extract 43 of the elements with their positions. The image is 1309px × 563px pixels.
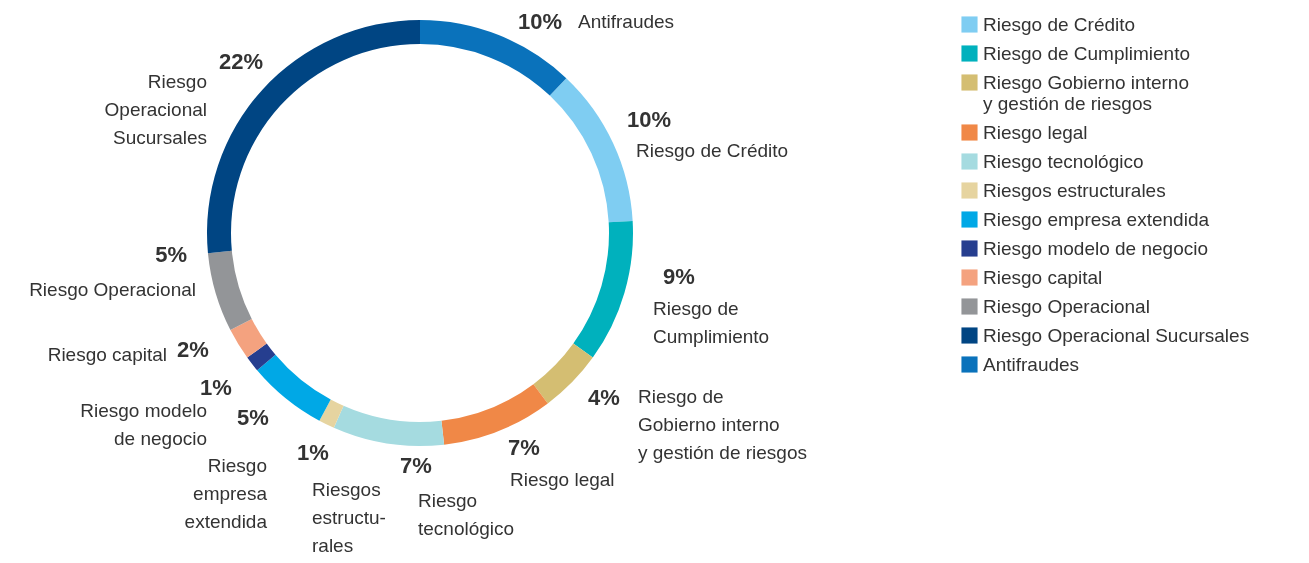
text: Riesgos estructu- rales	[312, 479, 386, 556]
donut-slice	[247, 343, 276, 371]
data-label: 2%	[177, 337, 209, 362]
donut-slice	[207, 250, 252, 331]
legend-label: Antifraudes	[983, 353, 1080, 375]
text: Riesgo modelo de negocio	[80, 400, 207, 449]
legend-label: Riesgos estructurales	[983, 179, 1166, 201]
text: Riesgo de Crédito	[636, 140, 789, 161]
donut-slice	[230, 319, 267, 358]
data-label: 1%	[297, 440, 329, 465]
text: Riesgo de Gobierno interno y gestión de riesgos	[638, 386, 807, 463]
legend-label: Riesgo de Crédito	[983, 13, 1136, 35]
text: Riesgo legal	[510, 469, 615, 490]
data-label: 5%	[155, 242, 187, 267]
data-label: 10%	[627, 107, 672, 132]
data-label: 5%	[237, 405, 269, 430]
legend-label: Riesgo Gobierno interno y gestión de riesgos	[983, 71, 1189, 114]
data-label: 22%	[218, 49, 263, 74]
legend-label: Riesgo capital	[983, 266, 1103, 288]
legend-label: Riesgo Operacional	[983, 295, 1150, 317]
legend-label: Riesgo modelo de negocio	[983, 237, 1208, 259]
text: Riesgo de Cumplimiento	[653, 298, 770, 347]
legend-label: Riesgo tecnológico	[983, 150, 1144, 172]
data-label: 7%	[400, 453, 432, 478]
text: Riesgo tecnológico	[418, 490, 515, 539]
donut-slice	[573, 220, 633, 358]
data-label: 1%	[200, 375, 232, 400]
text: Antifraudes	[578, 11, 675, 32]
text: Riesgo Operacional	[29, 279, 196, 300]
data-label: 7%	[508, 435, 540, 460]
legend-label: Riesgo legal	[983, 121, 1088, 143]
donut-slice	[333, 405, 445, 446]
text: Riesgo capital	[47, 344, 167, 365]
text: Riesgo Operacional Sucursales	[104, 71, 207, 148]
data-label: 4%	[588, 385, 620, 410]
legend-label: Riesgo de Cumplimiento	[983, 42, 1190, 64]
data-label: 10%	[518, 9, 563, 34]
data-label: 9%	[663, 264, 695, 289]
text: Riesgo empresa extendida	[184, 455, 268, 532]
legend-label: Riesgo empresa extendida	[983, 208, 1210, 230]
donut-slice	[207, 20, 420, 254]
donut-slice	[319, 399, 344, 428]
legend-label: Riesgo Operacional Sucursales	[983, 324, 1250, 346]
